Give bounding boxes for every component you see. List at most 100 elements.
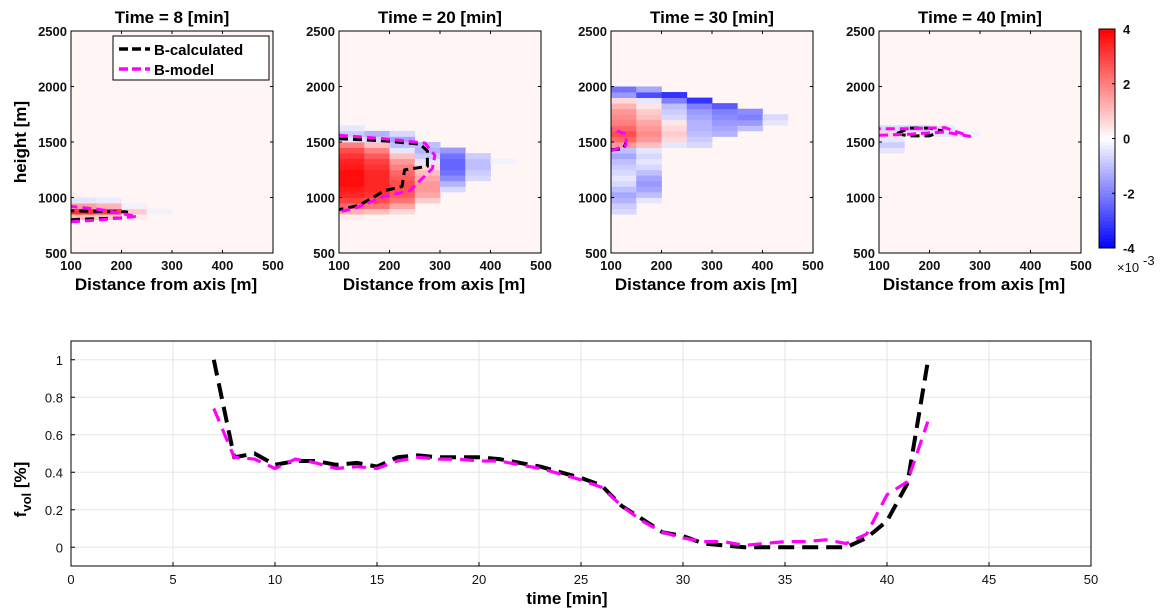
heatmap-cell: [389, 158, 416, 165]
heatmap-cell: [712, 130, 738, 137]
heatmap-cell: [661, 103, 688, 110]
colorbar-segment: [1099, 52, 1115, 57]
heatmap-cell: [636, 158, 662, 165]
b-model-contour: [339, 133, 437, 214]
y-axis-label: fvol [%]: [11, 462, 34, 518]
heatmap-cell: [879, 142, 905, 148]
heatmap-cell: [490, 158, 517, 165]
heatmap-panel-2: 100 200 300 400 500 500 1000 1500 2000 2500 Time =…: [306, 8, 552, 294]
colorbar-segment: [1099, 213, 1115, 218]
x-tick-label: 100: [600, 258, 622, 273]
heatmap-cell: [611, 147, 637, 154]
heatmap-cell: [364, 203, 390, 209]
heatmap-cell: [364, 153, 390, 160]
colorbar-segment: [1099, 220, 1115, 225]
heatmap-cell: [636, 147, 662, 154]
x-tick-label: 10: [268, 572, 282, 587]
legend: B-calculated B-model: [112, 35, 270, 81]
x-tick-label: 500: [1070, 258, 1092, 273]
colorbar-segment: [1099, 107, 1115, 112]
heatmap-cell: [636, 197, 662, 204]
y-tick-label: 1000: [846, 191, 875, 206]
colorbar-segment: [1099, 182, 1115, 187]
colorbar-segment: [1099, 131, 1115, 136]
heatmap-cell: [636, 153, 662, 160]
heatmap-cell: [686, 114, 713, 121]
heatmap-cell: [636, 136, 662, 143]
colorbar-segment: [1099, 32, 1115, 37]
heatmap-cell: [414, 191, 441, 198]
heatmap-cell: [440, 164, 466, 171]
colorbar-segment: [1099, 97, 1115, 102]
heatmap-cell: [364, 180, 390, 187]
colorbar-segment: [1099, 152, 1115, 157]
colorbar-segment: [1099, 49, 1115, 54]
heatmap-cell: [339, 191, 365, 198]
heatmap-cell: [339, 169, 365, 176]
heatmap-cell: [389, 191, 416, 198]
heatmap-cell: [686, 108, 713, 115]
colorbar-segment: [1099, 196, 1115, 201]
x-tick-label: 200: [111, 258, 133, 273]
heatmap-background: [879, 31, 1081, 253]
heatmap-cell: [686, 136, 713, 143]
heatmap-cell: [364, 197, 390, 204]
colorbar-segment: [1099, 59, 1115, 64]
y-tick-label: 1500: [846, 135, 875, 150]
heatmap-cell: [737, 125, 763, 132]
colorbar-segment: [1099, 39, 1115, 44]
colorbar-tick-label: 0: [1123, 132, 1130, 147]
heatmap-cell: [440, 169, 466, 176]
x-tick-label: 200: [919, 258, 941, 273]
x-tick-label: 400: [480, 258, 502, 273]
y-tick-label: 0.8: [45, 390, 63, 405]
heatmap-cell: [339, 136, 365, 143]
colorbar-segment: [1099, 135, 1115, 139]
heatmap-cell: [389, 197, 416, 204]
x-tick-label: 500: [262, 258, 284, 273]
colorbar-segment: [1099, 124, 1115, 129]
colorbar-segment: [1099, 29, 1115, 33]
heatmap-cell: [339, 147, 365, 154]
y-tick-label: 1: [56, 353, 63, 368]
fvol-line-chart: 0 5 10 15 20 25 30 35 40 45 50 0 0.2 0.4 0.6 0.8 1 time […: [11, 340, 1098, 608]
b-model-contour: [611, 127, 628, 153]
b-calculated-series-line: [211, 359, 930, 550]
heatmap-cell: [389, 175, 416, 182]
heatmap-cell: [389, 147, 416, 154]
heatmap-cell: [611, 103, 637, 110]
heatmap-cell: [879, 130, 905, 137]
heatmap-cell: [611, 158, 637, 165]
heatmap-cell: [339, 130, 365, 137]
colorbar-segment: [1099, 73, 1115, 78]
y-tick-label: 1000: [306, 191, 335, 206]
heatmap-cell: [364, 164, 390, 171]
y-tick-label: 1000: [578, 191, 607, 206]
colorbar-segment: [1099, 121, 1115, 126]
heatmap-cell: [121, 203, 148, 209]
x-tick-label: 400: [212, 258, 234, 273]
heatmap-cell: [440, 180, 466, 187]
heatmap-cell: [904, 130, 930, 137]
heatmap-cell: [71, 197, 97, 204]
x-axis-label: time [min]: [526, 589, 607, 608]
x-tick-label: 300: [701, 258, 723, 273]
heatmap-cell: [636, 92, 662, 98]
y-axis-label-subscript: vol: [19, 493, 34, 512]
colorbar-segment: [1099, 117, 1115, 122]
colorbar-exponent: ×10 -3: [1117, 253, 1155, 275]
heatmap-cell: [339, 164, 365, 171]
y-axis-label-main: f: [11, 511, 30, 517]
heatmap-cell: [879, 147, 905, 154]
x-tick-label: 100: [328, 258, 350, 273]
heatmap-cell: [71, 214, 97, 221]
y-tick-label: 0: [56, 540, 63, 555]
legend-label-b-calculated: B-calculated: [154, 42, 243, 59]
legend-label-b-model: B-model: [154, 62, 214, 79]
heatmap-cell: [440, 158, 466, 165]
heatmap-cell: [414, 169, 441, 176]
heatmap-cell: [611, 153, 637, 160]
colorbar-segment: [1099, 241, 1115, 246]
colorbar-tick-label: 4: [1123, 22, 1131, 37]
